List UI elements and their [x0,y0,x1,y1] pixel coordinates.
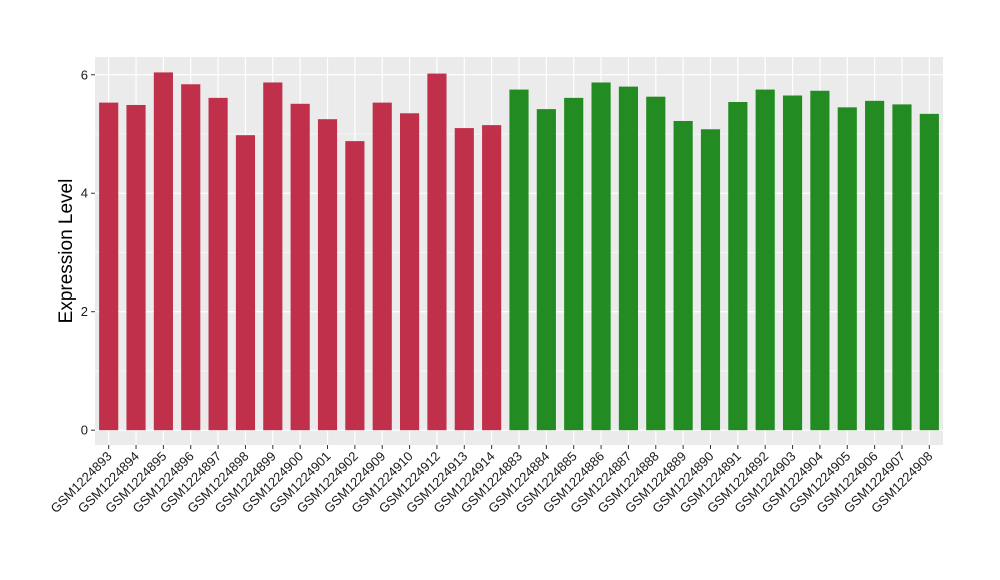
bar [263,82,283,431]
bar [810,90,830,431]
bar [454,128,474,431]
y-tick-label: 6 [81,67,88,82]
x-axis: GSM1224893GSM1224894GSM1224895GSM1224896… [47,445,935,516]
bar [673,120,693,431]
bar [509,89,529,431]
bar [591,82,611,431]
bar [564,97,584,431]
bar [782,95,803,431]
y-tick-label: 4 [81,186,88,201]
bar [372,102,392,431]
bar [892,104,912,431]
bar [400,113,420,431]
bar [99,102,119,431]
bar [317,119,338,431]
bar [208,97,228,431]
bar [700,129,721,431]
bar [646,96,666,431]
bar [235,135,256,431]
bar [837,107,857,431]
bar [153,72,173,431]
bar [427,73,447,431]
bar [618,86,638,431]
bar [181,84,201,431]
bar [919,113,939,431]
y-axis-title: Expression Level [56,179,77,324]
bar [865,100,885,431]
bar [755,89,775,431]
bar [345,141,365,431]
bars [99,72,939,431]
bar [290,103,310,431]
y-tick-label: 0 [81,423,88,438]
bar [536,109,556,431]
y-axis: 0 2 4 6 [81,67,95,438]
bar [728,102,748,431]
bar [482,125,502,431]
y-tick-label: 2 [81,304,88,319]
bar [126,104,146,431]
